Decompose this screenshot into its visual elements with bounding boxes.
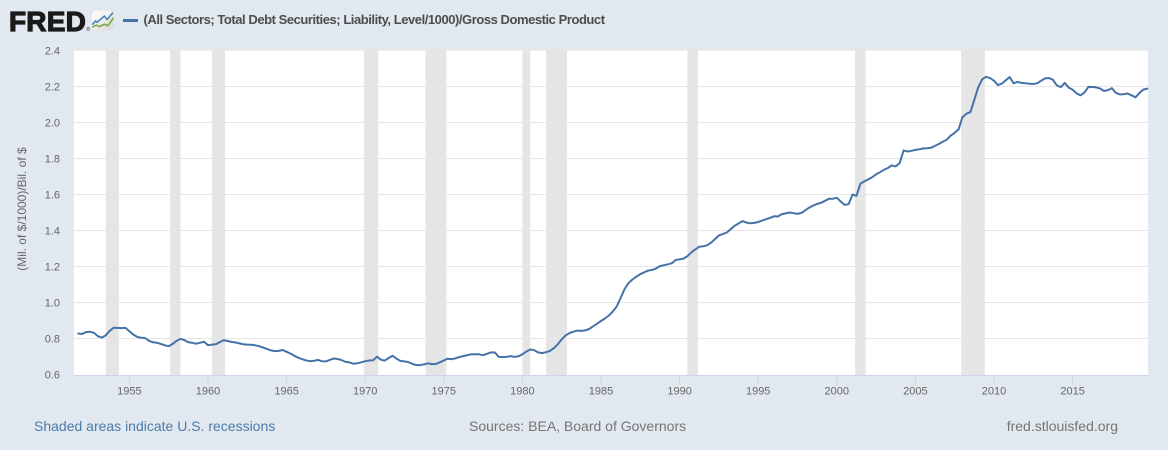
svg-text:1955: 1955 <box>117 386 141 398</box>
svg-text:2.0: 2.0 <box>45 118 60 130</box>
svg-text:2015: 2015 <box>1060 386 1084 398</box>
svg-text:2.4: 2.4 <box>45 46 60 58</box>
svg-text:1960: 1960 <box>196 386 220 398</box>
svg-text:1980: 1980 <box>510 386 534 398</box>
svg-text:1970: 1970 <box>353 386 377 398</box>
svg-text:2010: 2010 <box>982 386 1006 398</box>
svg-text:1995: 1995 <box>746 386 770 398</box>
svg-text:2000: 2000 <box>825 386 849 398</box>
svg-text:1.0: 1.0 <box>45 298 60 310</box>
svg-text:1.2: 1.2 <box>45 262 60 274</box>
svg-text:2005: 2005 <box>903 386 927 398</box>
svg-text:1.6: 1.6 <box>45 190 60 202</box>
svg-text:1.4: 1.4 <box>45 226 60 238</box>
svg-text:2.2: 2.2 <box>45 82 60 94</box>
svg-text:(Mil. of $/1000)/Bil. of $: (Mil. of $/1000)/Bil. of $ <box>15 147 29 271</box>
svg-text:0.6: 0.6 <box>45 370 60 382</box>
svg-text:0.8: 0.8 <box>45 334 60 346</box>
svg-text:1965: 1965 <box>274 386 298 398</box>
svg-text:1975: 1975 <box>432 386 456 398</box>
svg-text:1990: 1990 <box>667 386 691 398</box>
svg-text:1.8: 1.8 <box>45 154 60 166</box>
svg-text:1985: 1985 <box>589 386 613 398</box>
